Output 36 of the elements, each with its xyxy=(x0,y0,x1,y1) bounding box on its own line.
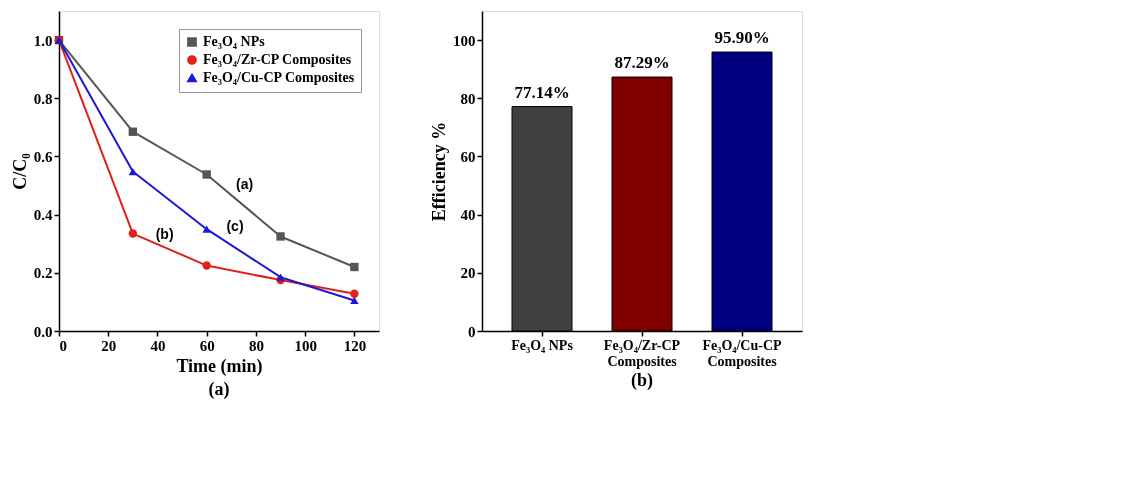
x-tick-label: 80 xyxy=(248,337,264,354)
y-axis-title: Efficiency % xyxy=(429,121,449,222)
y-axis-title: C/C₀ xyxy=(9,153,30,190)
annotation: (b) xyxy=(155,226,174,242)
annotation: (a) xyxy=(236,176,254,193)
x-tick-label: 100 xyxy=(294,337,317,354)
legend-label: Fe₃O₄/Cu-CP Composites xyxy=(203,70,355,85)
x-tick-label: Fe₃O₄/Cu-CP Composites xyxy=(702,337,783,369)
x-tick-label: Fe₃O₄/Zr-CP Composites xyxy=(603,337,681,369)
x-tick-label: 40 xyxy=(150,337,166,354)
y-tick-label: 0.0 xyxy=(33,323,53,340)
text: (b) xyxy=(631,370,653,391)
x-tick-label: Fe₃O₄ NPs xyxy=(511,337,574,353)
y-tick-label: 0.6 xyxy=(33,148,53,165)
data-label: 95.90% xyxy=(714,28,770,48)
y-tick-label: 20 xyxy=(460,265,476,282)
x-tick-label: 120 xyxy=(343,337,367,354)
y-tick-label: 0.4 xyxy=(33,207,53,224)
legend-label: Fe₃O₄/Zr-CP Composites xyxy=(203,52,352,67)
legend-label: Fe₃O₄ NPs xyxy=(203,34,266,49)
y-tick-label: 1.0 xyxy=(33,32,53,49)
data-label: 77.14% xyxy=(514,82,570,102)
x-axis-title: Time (min) xyxy=(176,355,263,377)
y-tick-label: 0.8 xyxy=(33,90,53,107)
y-tick-label: 80 xyxy=(460,90,476,107)
annotation: (c) xyxy=(226,218,244,234)
x-tick-label: 20 xyxy=(101,337,117,354)
y-tick-label: 60 xyxy=(460,148,476,165)
data-label: 87.29% xyxy=(614,53,670,73)
y-tick-label: 40 xyxy=(460,207,476,224)
x-tick-label: 60 xyxy=(199,337,215,354)
text: (a) xyxy=(208,379,230,400)
y-tick-label: 0.2 xyxy=(33,265,53,282)
y-tick-label: 0 xyxy=(468,323,476,340)
y-tick-label: 100 xyxy=(453,32,476,49)
x-tick-label: 0 xyxy=(59,337,67,354)
